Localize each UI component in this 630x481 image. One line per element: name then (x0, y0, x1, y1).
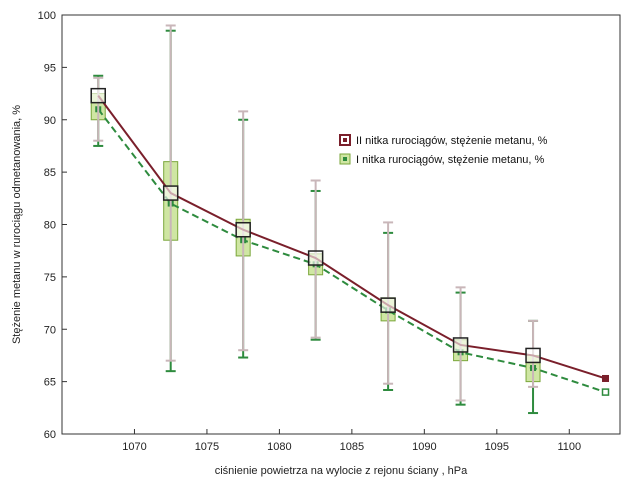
x-tick-label: 1090 (412, 441, 436, 453)
y-tick-label: 65 (44, 377, 56, 389)
legend-marker-series-i-dot (343, 157, 347, 161)
y-tick-label: 100 (38, 10, 56, 22)
x-tick-label: 1100 (557, 441, 581, 453)
y-tick-label: 85 (44, 167, 56, 179)
legend-label-series-ii: II nitka rurociągów, stężenie metanu, % (356, 135, 548, 147)
x-tick-label: 1085 (340, 441, 364, 453)
legend-marker-series-ii-dot (343, 138, 347, 142)
x-tick-label: 1080 (267, 441, 291, 453)
y-axis-label: Stężenie metanu w rurociągu odmetanowani… (11, 105, 23, 344)
series-ii-line (97, 95, 606, 380)
x-axis-label: ciśnienie powietrza na wylocie z rejonu … (215, 465, 468, 477)
y-tick-label: 60 (44, 429, 56, 441)
series-ii-marker (452, 337, 469, 353)
series-ii-marker (162, 185, 179, 201)
legend-label-series-i: I nitka rurociągów, stężenie metanu, % (356, 154, 545, 166)
y-tick-label: 95 (44, 62, 56, 74)
series-ii-marker (602, 374, 610, 382)
series-ii-marker (90, 87, 106, 104)
y-tick-label: 90 (44, 115, 56, 127)
series-ii-marker (307, 250, 324, 266)
y-tick-label: 70 (44, 324, 56, 336)
y-tick-label: 75 (44, 272, 56, 284)
series-i-line (97, 108, 606, 394)
series-ii-marker (380, 297, 396, 313)
x-tick-label: 1095 (485, 441, 509, 453)
series-ii-marker (525, 347, 541, 364)
series-ii-marker (235, 221, 251, 238)
x-tick-label: 1075 (195, 441, 219, 453)
y-tick-label: 80 (44, 220, 56, 232)
series-i-marker (601, 388, 610, 396)
x-tick-label: 1070 (122, 441, 146, 453)
